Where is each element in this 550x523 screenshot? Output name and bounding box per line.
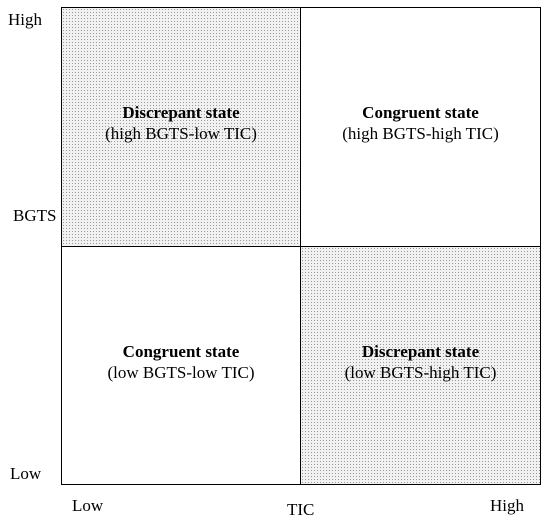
y-axis-title: BGTS xyxy=(13,206,57,225)
quadrant-bottom-left: Congruent state (low BGTS-low TIC) xyxy=(62,247,301,484)
quadrant-title: Congruent state xyxy=(362,103,479,122)
x-axis-title: TIC xyxy=(287,500,315,519)
quadrant-subtitle: (low BGTS-high TIC) xyxy=(344,363,497,382)
quadrant-top-left: Discrepant state (high BGTS-low TIC) xyxy=(62,8,301,247)
quadrant-bottom-right-text: Discrepant state (low BGTS-high TIC) xyxy=(345,341,497,383)
quadrant-top-right: Congruent state (high BGTS-high TIC) xyxy=(301,8,540,247)
quadrant-grid: Discrepant state (high BGTS-low TIC) Con… xyxy=(61,7,541,485)
quadrant-top-left-text: Discrepant state (high BGTS-low TIC) xyxy=(105,102,257,144)
quadrant-subtitle: (high BGTS-low TIC) xyxy=(105,124,257,143)
y-axis-low-label: Low xyxy=(10,464,42,483)
y-axis-high-label: High xyxy=(8,10,42,29)
quadrant-title: Congruent state xyxy=(122,342,240,361)
quadrant-bottom-left-text: Congruent state (low BGTS-low TIC) xyxy=(107,341,254,383)
quadrant-subtitle: (high BGTS-high TIC) xyxy=(342,124,499,143)
quadrant-top-right-text: Congruent state (high BGTS-high TIC) xyxy=(342,102,498,144)
x-axis-high-label: High xyxy=(490,496,524,515)
x-axis-low-label: Low xyxy=(72,496,104,515)
quadrant-bottom-right: Discrepant state (low BGTS-high TIC) xyxy=(301,247,540,484)
quadrant-title: Discrepant state xyxy=(122,103,240,122)
quadrant-title: Discrepant state xyxy=(361,342,480,361)
quadrant-subtitle: (low BGTS-low TIC) xyxy=(107,363,255,382)
